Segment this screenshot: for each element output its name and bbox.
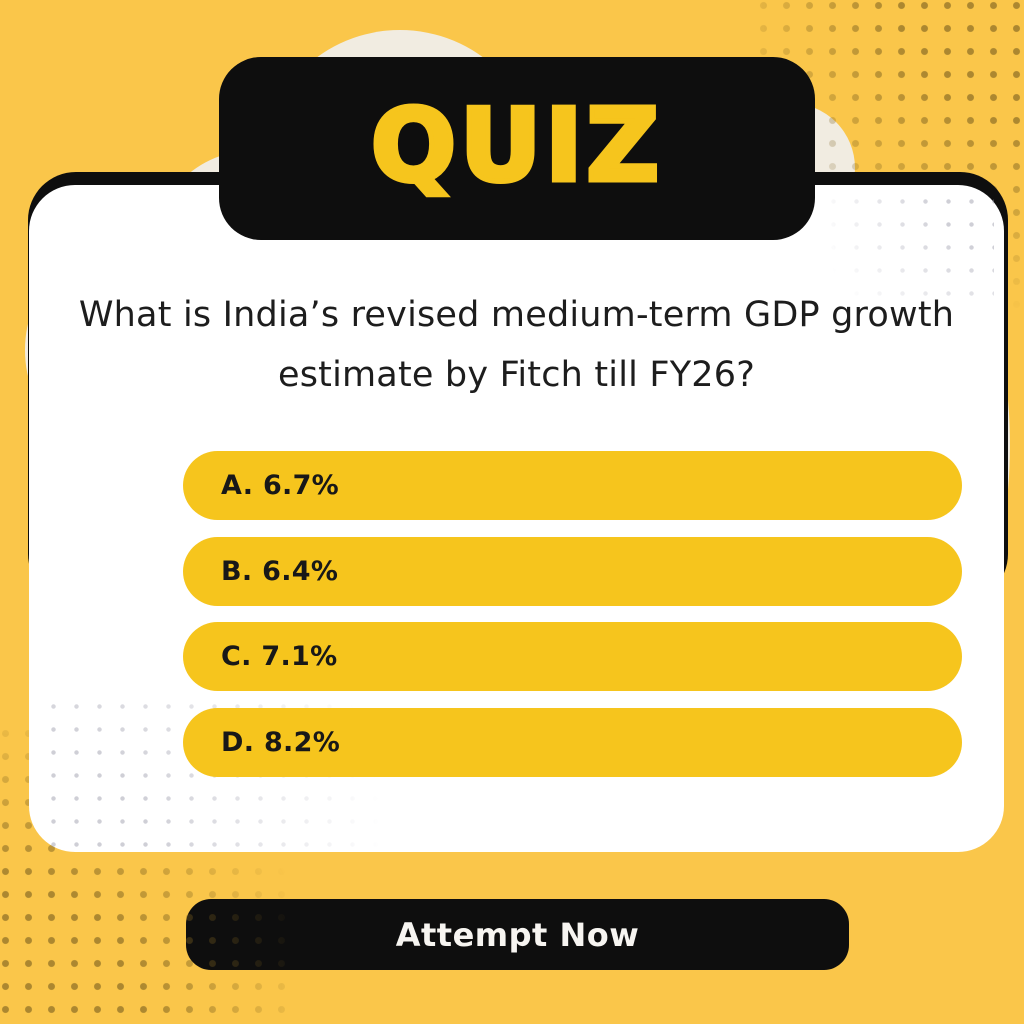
option-d-label: D. 8.2% — [221, 727, 341, 758]
attempt-now-button[interactable]: Attempt Now — [186, 899, 849, 970]
question-line-1: What is India’s revised medium-term GDP … — [78, 295, 955, 335]
option-b-label: B. 6.4% — [221, 556, 339, 587]
option-a-label: A. 6.7% — [221, 470, 340, 501]
halftone-dots-bottom-left-overlay — [0, 860, 286, 1024]
option-c-label: C. 7.1% — [221, 641, 338, 672]
option-c-button[interactable]: C. 7.1% — [183, 622, 962, 691]
quiz-title-badge: QUIZ — [219, 57, 815, 240]
option-b-button[interactable]: B. 6.4% — [183, 537, 962, 606]
question-line-2: estimate by Fitch till FY26? — [277, 355, 756, 395]
quiz-question: What is India’s revised medium-term GDP … — [29, 285, 1004, 405]
option-d-button[interactable]: D. 8.2% — [183, 708, 962, 777]
attempt-now-label: Attempt Now — [395, 915, 640, 954]
option-a-button[interactable]: A. 6.7% — [183, 451, 962, 520]
card-dots-top-right — [822, 190, 994, 308]
quiz-title: QUIZ — [369, 86, 663, 204]
